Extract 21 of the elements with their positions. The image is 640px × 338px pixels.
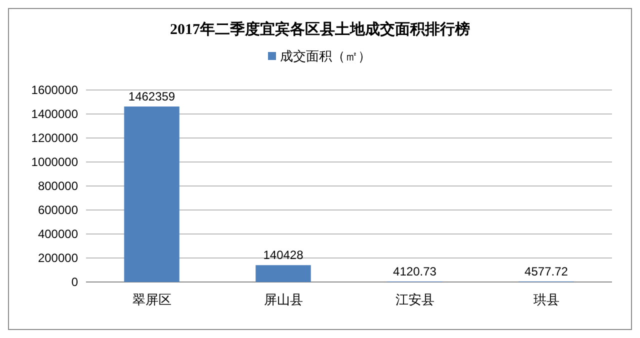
y-tick-label: 800000 xyxy=(38,179,78,194)
y-tick-label: 0 xyxy=(71,275,78,290)
y-tick-label: 1200000 xyxy=(31,131,78,146)
y-tick-label: 600000 xyxy=(38,203,78,218)
x-tick-label: 江安县 xyxy=(395,292,434,307)
x-tick-label: 珙县 xyxy=(533,292,560,307)
bar xyxy=(124,106,180,282)
x-tick-label: 屏山县 xyxy=(264,292,303,307)
x-tick-label: 翠屏区 xyxy=(132,292,172,307)
data-label: 4577.72 xyxy=(524,264,568,278)
bar xyxy=(256,265,311,282)
data-label: 140428 xyxy=(263,248,304,262)
y-tick-label: 200000 xyxy=(38,251,78,266)
chart-title: 2017年二季度宜宾各区县土地成交面积排行榜 xyxy=(170,20,470,38)
y-tick-label: 1400000 xyxy=(31,107,78,122)
legend-label: 成交面积（㎡） xyxy=(280,48,371,64)
data-label: 1462359 xyxy=(128,90,176,104)
data-label: 4120.73 xyxy=(393,264,437,279)
y-tick-label: 1600000 xyxy=(31,83,78,98)
y-tick-label: 400000 xyxy=(38,227,78,242)
y-tick-label: 1000000 xyxy=(31,155,78,170)
